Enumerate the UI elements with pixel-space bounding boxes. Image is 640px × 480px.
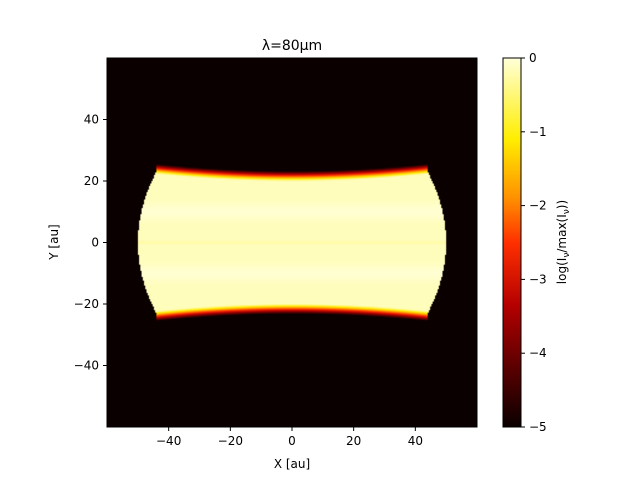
heatmap-image: [107, 58, 477, 427]
x-tick-label: 40: [408, 434, 423, 448]
colorbar-tick-label: 0: [529, 51, 537, 65]
colorbar-tick-label: −1: [529, 125, 547, 139]
colorbar-tick-label: −2: [529, 199, 547, 213]
x-tick-label: 20: [346, 434, 361, 448]
y-tick-label: 20: [84, 174, 99, 188]
y-tick-label: −20: [74, 297, 99, 311]
x-axis-ticks: −40 −20 0 20 40: [156, 427, 423, 448]
heatmap-area: [107, 58, 477, 427]
y-tick-label: 40: [84, 113, 99, 127]
colorbar-tick-label: −3: [529, 272, 547, 286]
x-tick-label: 0: [288, 434, 296, 448]
colorbar: [502, 57, 522, 428]
y-tick-label: 0: [91, 236, 99, 250]
x-tick-label: −20: [218, 434, 243, 448]
colorbar-tick-label: −5: [529, 420, 547, 434]
x-axis-label: X [au]: [274, 457, 310, 471]
colorbar-label: log(Iν/max(Iν)): [555, 200, 572, 284]
colorbar-ticks: 0 −1 −2 −3 −4 −5: [521, 51, 547, 434]
y-axis-label: Y [au]: [47, 224, 61, 260]
x-tick-label: −40: [156, 434, 181, 448]
y-axis-ticks: −40 −20 0 20 40: [74, 113, 107, 373]
colorbar-tick-label: −4: [529, 346, 547, 360]
chart-title: λ=80μm: [262, 38, 322, 54]
y-tick-label: −40: [74, 359, 99, 373]
